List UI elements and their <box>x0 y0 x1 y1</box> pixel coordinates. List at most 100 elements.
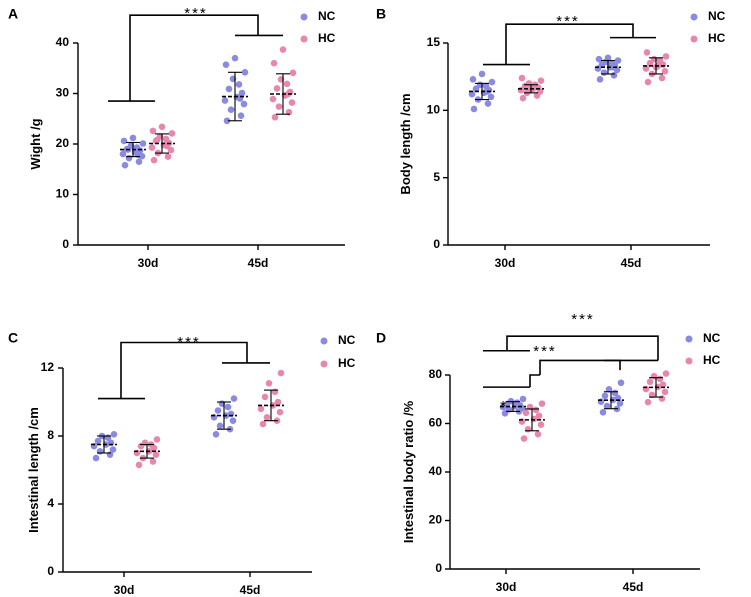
legend-label-hc: HC <box>338 356 356 370</box>
data-point-nc-45d <box>235 81 243 88</box>
legend-label-nc: NC <box>708 9 726 23</box>
data-point-nc-45d <box>614 57 622 64</box>
x-tick-label: 30d <box>138 256 159 270</box>
data-point-nc-45d <box>227 106 235 113</box>
y-tick-label: 80 <box>429 367 443 381</box>
data-point-hc-45d <box>643 49 651 56</box>
data-point-hc-45d <box>271 113 279 121</box>
chart-panel-d: D 0 20 40 60 80 30d 45d Intestinal body ratio /%… <box>376 311 721 594</box>
data-point-nc-45d <box>240 100 248 108</box>
data-point-hc-30d <box>522 409 530 417</box>
y-tick-label: 8 <box>47 428 54 442</box>
y-tick-label: 0 <box>47 564 54 578</box>
data-point-nc-30d <box>469 76 477 83</box>
data-point-hc-45d <box>265 380 273 387</box>
data-point-hc-45d <box>288 99 296 106</box>
data-point-hc-30d <box>152 451 160 459</box>
chart-panel-a: A 0 10 20 30 40 30d 45d Wight /g *** NC HC <box>8 5 345 270</box>
data-point-hc-30d <box>149 127 157 135</box>
data-point-hc-30d <box>153 136 161 144</box>
data-point-hc-45d <box>274 398 282 406</box>
legend-label-nc: NC <box>338 333 356 347</box>
data-point-nc-30d <box>96 448 104 455</box>
data-point-hc-30d <box>158 123 166 131</box>
data-point-hc-30d <box>150 156 158 164</box>
y-tick-label: 30 <box>56 86 70 100</box>
data-point-hc-45d <box>646 378 654 386</box>
data-point-hc-45d <box>275 103 283 110</box>
x-tick-label: 30d <box>114 583 135 597</box>
data-point-nc-30d <box>121 161 129 169</box>
data-point-nc-30d <box>119 150 127 158</box>
data-point-hc-30d <box>534 430 542 438</box>
data-point-nc-45d <box>611 389 619 397</box>
significance-label: *** <box>184 5 208 22</box>
y-tick-label: 20 <box>429 513 443 527</box>
bracket-30d-vs-45d <box>129 14 259 102</box>
data-point-nc-45d <box>617 379 625 387</box>
data-point-hc-45d <box>259 420 267 428</box>
legend-marker-hc <box>690 35 698 43</box>
data-point-hc-45d <box>642 65 650 72</box>
x-tick-label: 45d <box>240 583 261 597</box>
data-point-nc-45d <box>596 76 604 83</box>
data-point-hc-45d <box>658 395 666 402</box>
data-point-hc-45d <box>279 46 287 53</box>
bracket-hc30-left <box>529 374 540 388</box>
data-point-nc-30d <box>468 90 476 98</box>
data-point-nc-45d <box>230 395 238 402</box>
legend-marker-hc <box>685 357 693 365</box>
data-point-nc-45d <box>224 403 232 411</box>
data-point-hc-45d <box>646 59 654 67</box>
data-point-hc-45d <box>662 53 670 60</box>
data-point-nc-45d <box>221 97 229 104</box>
data-point-hc-45d <box>661 388 669 396</box>
data-point-hc-45d <box>261 393 269 401</box>
data-point-hc-30d <box>518 74 526 82</box>
data-point-nc-45d <box>595 55 603 63</box>
data-point-nc-30d <box>484 100 492 107</box>
data-point-nc-30d <box>513 399 521 406</box>
data-point-hc-45d <box>270 59 278 67</box>
data-point-hc-30d <box>148 144 156 151</box>
data-point-nc-45d <box>223 117 231 125</box>
x-tick-label: 30d <box>496 580 517 594</box>
data-point-nc-45d <box>214 407 222 414</box>
bracket-30d-vs-hc45 <box>506 335 659 361</box>
legend-label-hc: HC <box>708 31 726 45</box>
significance-label: *** <box>556 13 580 30</box>
data-point-nc-45d <box>225 85 233 93</box>
data-point-nc-30d <box>472 85 480 93</box>
data-point-nc-30d <box>104 434 112 442</box>
bracket-30d-vs-45d <box>505 23 634 65</box>
legend-marker-hc <box>300 35 308 43</box>
y-axis-label: Intestinal body ratio /% <box>401 400 416 543</box>
panel-letter: C <box>8 330 18 346</box>
data-point-nc-30d <box>482 82 490 90</box>
data-point-nc-45d <box>604 54 612 62</box>
data-point-hc-30d <box>524 426 532 433</box>
y-axis-label: Body length /cm <box>398 93 413 194</box>
y-axis-label: Intestinal length /cm <box>26 407 41 533</box>
legend-label-hc: HC <box>318 31 336 45</box>
data-point-hc-45d <box>257 405 265 413</box>
significance-label: *** <box>533 343 557 360</box>
data-point-hc-30d <box>153 436 161 443</box>
y-tick-label: 4 <box>47 496 54 510</box>
data-point-hc-45d <box>269 95 277 103</box>
data-point-hc-45d <box>659 381 667 389</box>
data-point-nc-45d <box>605 386 613 393</box>
data-point-hc-30d <box>538 400 546 407</box>
chart-panel-b: B 0 5 10 15 30d 45d Body length /cm *** NC HC <box>376 6 726 270</box>
data-point-nc-30d <box>478 70 486 78</box>
x-tick-label: 45d <box>621 256 642 270</box>
data-point-nc-45d <box>212 431 220 438</box>
bracket-hc30-vs-nc45 <box>539 359 621 375</box>
chart-panel-c: C 0 4 8 12 30d 45d Intestinal length /cm *** NC HC <box>8 330 356 597</box>
data-point-hc-45d <box>283 80 291 88</box>
significance-label: *** <box>571 311 595 328</box>
bracket-30d-vs-45d <box>120 341 248 399</box>
data-point-nc-30d <box>129 134 137 142</box>
y-tick-label: 0 <box>435 561 442 575</box>
data-point-nc-30d <box>519 395 527 403</box>
